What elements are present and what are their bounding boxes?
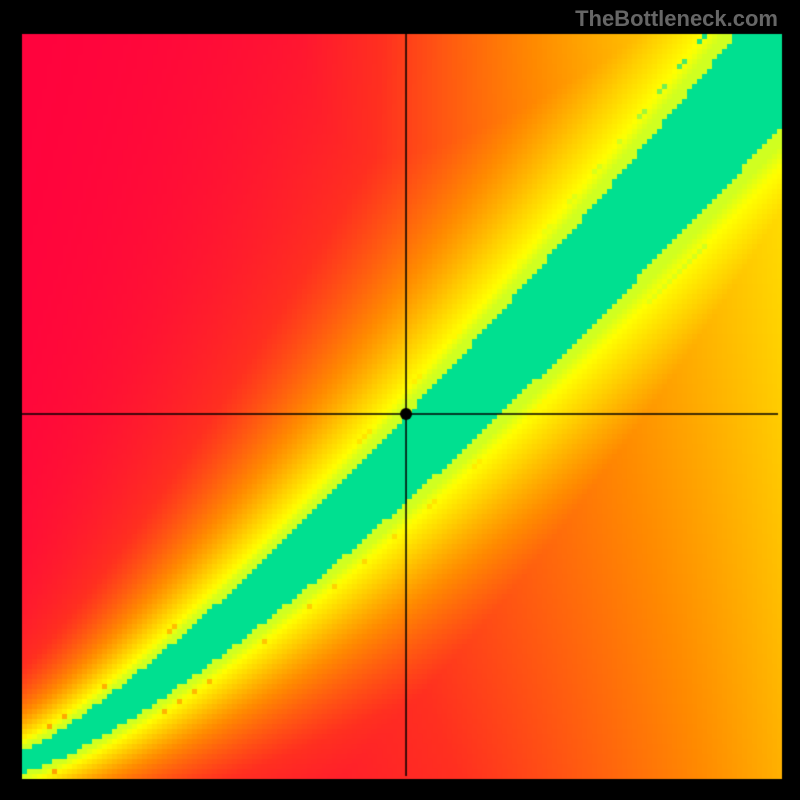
bottleneck-heatmap-chart: TheBottleneck.com xyxy=(0,0,800,800)
heatmap-canvas xyxy=(0,0,800,800)
watermark-text: TheBottleneck.com xyxy=(575,6,778,32)
